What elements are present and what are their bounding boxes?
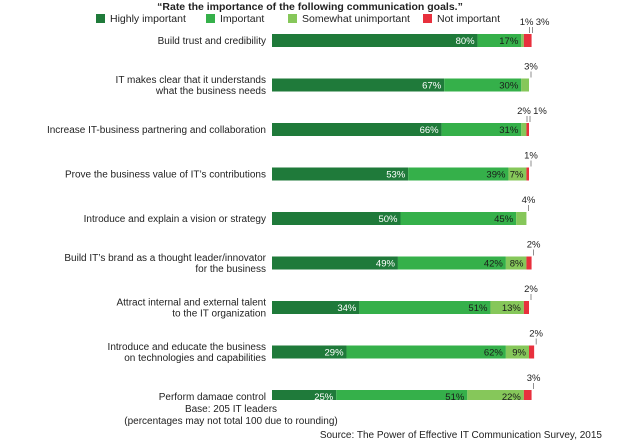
bar-segment [526, 256, 532, 270]
category-label: Perform damage control [159, 392, 266, 400]
bar-segment [526, 167, 529, 181]
bar-segment [400, 212, 517, 225]
bar-segment [490, 301, 524, 314]
legend-label: Somewhat unimportant [302, 13, 410, 25]
bar-segment [508, 167, 527, 181]
data-label: 3% [536, 17, 550, 28]
data-label: 29% [325, 348, 345, 359]
legend-swatch [288, 14, 297, 23]
bar-segment [441, 123, 522, 136]
data-label: 50% [378, 214, 398, 225]
data-label: 7% [510, 170, 524, 181]
bar-segment [397, 256, 506, 270]
category-label: to the IT organization [172, 309, 266, 320]
legend-swatch [423, 14, 432, 23]
data-label: 39% [486, 170, 506, 181]
bars-group: Build trust and credibility 80% 17%1% 3%IT … [47, 17, 550, 400]
category-label: IT makes clear that it understands [116, 75, 266, 86]
bar-segment [272, 123, 442, 136]
bar-segment [505, 256, 527, 270]
data-label: 2% [517, 106, 531, 117]
category-label: for the business [195, 264, 266, 275]
bar-segment [477, 34, 522, 47]
bar-segment [467, 390, 524, 400]
data-label: 1% [533, 106, 547, 117]
data-label: 30% [499, 81, 519, 92]
data-label: 45% [494, 214, 514, 225]
footnote-base: Base: 205 IT leaders (percentages may no… [0, 404, 462, 428]
legend-swatch [206, 14, 215, 23]
legend-swatch [96, 14, 105, 23]
data-label: 2% [524, 284, 538, 295]
bar-segment [359, 301, 491, 314]
data-label: 66% [420, 125, 440, 136]
data-label: 1% [520, 17, 534, 28]
data-label: 51% [445, 392, 465, 400]
source-text: Source: The Power of Effective IT Commun… [319, 430, 602, 441]
data-label: 42% [484, 259, 504, 270]
category-label: Prove the business value of IT’s contrib… [65, 170, 266, 181]
bar-segment [523, 390, 532, 400]
bar-segment [272, 256, 398, 270]
chart-title: “Rate the importance of the following co… [157, 1, 463, 13]
bar-segment [521, 78, 529, 92]
category-label: Build IT’s brand as a thought leader/inn… [64, 253, 266, 264]
bar-segment [272, 212, 401, 225]
bar-segment [521, 34, 524, 47]
data-label: 49% [376, 259, 396, 270]
data-label: 9% [512, 348, 526, 359]
legend-label: Not important [437, 13, 500, 25]
data-label: 8% [510, 259, 524, 270]
data-label: 1% [524, 151, 538, 162]
bar-segment [521, 123, 527, 136]
stacked-bar-chart: Highly important Important Somewhat unimpo… [47, 13, 550, 400]
data-label: 80% [456, 36, 476, 47]
bar-segment [526, 123, 529, 136]
data-label: 25% [314, 392, 334, 400]
bar-segment [505, 345, 529, 359]
base-text: Base: 205 IT leaders [184, 404, 278, 415]
bar-segment [346, 345, 506, 359]
bar-segment [523, 34, 532, 47]
bar-segment [272, 167, 409, 181]
data-label: 2% [529, 329, 543, 340]
bar-segment [408, 167, 509, 181]
bar-segment [272, 34, 478, 47]
legend-label: Important [220, 13, 264, 25]
bar-segment [272, 390, 337, 400]
data-label: 62% [484, 348, 504, 359]
bar-segment [272, 301, 360, 314]
data-label: 17% [499, 36, 519, 47]
data-label: 34% [337, 303, 357, 314]
category-label: Introduce and explain a vision or strate… [84, 214, 266, 225]
category-label: Introduce and educate the business [108, 342, 266, 353]
data-label: 22% [502, 392, 522, 400]
legend-label: Highly important [110, 13, 186, 25]
data-label: 2% [527, 240, 541, 251]
bar-segment [272, 345, 347, 359]
data-label: 51% [468, 303, 488, 314]
category-label: Build trust and credibility [158, 36, 266, 47]
data-label: 13% [502, 303, 522, 314]
data-label: 31% [499, 125, 519, 136]
rounding-note: (percentages may not total 100 due to ro… [124, 416, 338, 427]
data-label: 3% [524, 62, 538, 73]
data-label: 53% [386, 170, 406, 181]
category-label: what the business needs [155, 86, 266, 97]
legend: Highly important Important Somewhat unimpo… [96, 13, 500, 25]
data-label: 3% [527, 373, 541, 384]
bar-segment [444, 78, 522, 92]
bar-segment [516, 212, 527, 225]
category-label: Attract internal and external talent [116, 298, 266, 309]
bar-segment [523, 301, 529, 314]
data-label: 4% [522, 195, 536, 206]
category-label: on technologies and capabilities [124, 353, 266, 364]
bar-segment [272, 78, 445, 92]
category-label: Increase IT-business partnering and coll… [47, 125, 266, 136]
data-label: 67% [422, 81, 442, 92]
bar-segment [529, 345, 535, 359]
bar-segment [336, 390, 468, 400]
